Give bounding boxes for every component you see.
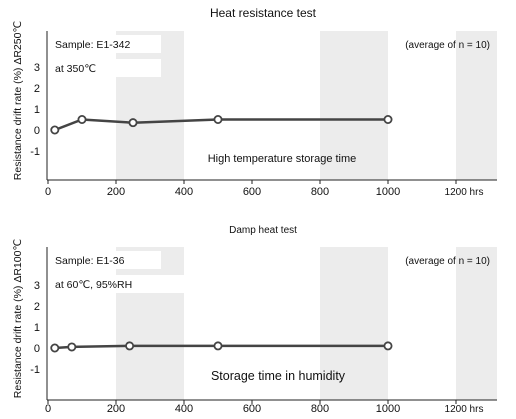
data-point <box>67 342 77 352</box>
y-axis-title: Resistance drift rate (%) ΔR250℃ <box>12 21 24 180</box>
sample-label: Sample: E1-36 <box>55 255 125 267</box>
grid-band <box>320 247 388 400</box>
x-axis-title: Storage time in humidity <box>211 369 346 383</box>
y-tick-label: -1 <box>30 364 40 376</box>
y-tick-label: 1 <box>34 322 40 334</box>
x-tick-label: 800 <box>311 403 329 415</box>
sample-label-box <box>49 35 161 53</box>
condition-label-box <box>49 59 161 77</box>
y-tick-label: 2 <box>34 83 40 95</box>
condition-label: at 350℃ <box>55 63 96 75</box>
grid-band <box>116 31 184 180</box>
y-tick-label: 2 <box>34 301 40 313</box>
y-tick-label: 3 <box>34 62 40 74</box>
x-tick-label: 400 <box>175 186 193 198</box>
data-point <box>50 125 60 135</box>
x-tick-label: 0 <box>45 186 51 198</box>
x-tick-label: 1200 hrs <box>445 404 484 415</box>
chart-title: Damp heat test <box>229 225 297 236</box>
y-tick-label: 0 <box>34 125 40 137</box>
x-tick-label: 1000 <box>376 186 400 198</box>
sample-label-box <box>49 251 161 269</box>
data-point <box>128 118 138 128</box>
condition-label: at 60℃, 95%RH <box>55 279 132 291</box>
x-tick-label: 1200 hrs <box>445 187 484 198</box>
y-tick-label: 0 <box>34 343 40 355</box>
y-axis-title: Resistance drift rate (%) ΔR100℃ <box>12 239 24 398</box>
x-axis-title: High temperature storage time <box>208 153 357 165</box>
data-point <box>383 341 393 351</box>
chart-title: Heat resistance test <box>210 6 317 20</box>
y-tick-label: -1 <box>30 146 40 158</box>
x-tick-label: 1000 <box>376 403 400 415</box>
x-tick-label: 200 <box>107 403 125 415</box>
x-tick-label: 200 <box>107 186 125 198</box>
sample-label: Sample: E1-342 <box>55 39 130 51</box>
grid-band <box>320 31 388 180</box>
heat-resistance-panel: 0 200 400 600 800 1000 1200 hrs 3 2 1 0 -1 Resistanc… <box>12 6 497 198</box>
sample-count-note: (average of n = 10) <box>405 256 490 267</box>
data-point <box>213 115 223 125</box>
y-tick-label: 3 <box>34 280 40 292</box>
y-tick-label: 1 <box>34 104 40 116</box>
grid-band <box>456 31 497 180</box>
x-tick-label: 800 <box>311 186 329 198</box>
data-point <box>77 115 87 125</box>
damp-heat-panel: 0 200 400 600 800 1000 1200 hrs 3 2 1 0 -1 Resistanc… <box>12 225 497 415</box>
x-tick-label: 400 <box>175 403 193 415</box>
x-tick-label: 600 <box>243 186 261 198</box>
condition-label-box <box>49 275 247 293</box>
data-point <box>125 341 135 351</box>
data-point <box>383 115 393 125</box>
x-tick-label: 600 <box>243 403 261 415</box>
grid-band <box>116 247 184 400</box>
x-tick-label: 0 <box>45 403 51 415</box>
sample-count-note: (average of n = 10) <box>405 40 490 51</box>
data-point <box>213 341 223 351</box>
grid-band <box>456 247 497 400</box>
data-point <box>50 343 60 353</box>
